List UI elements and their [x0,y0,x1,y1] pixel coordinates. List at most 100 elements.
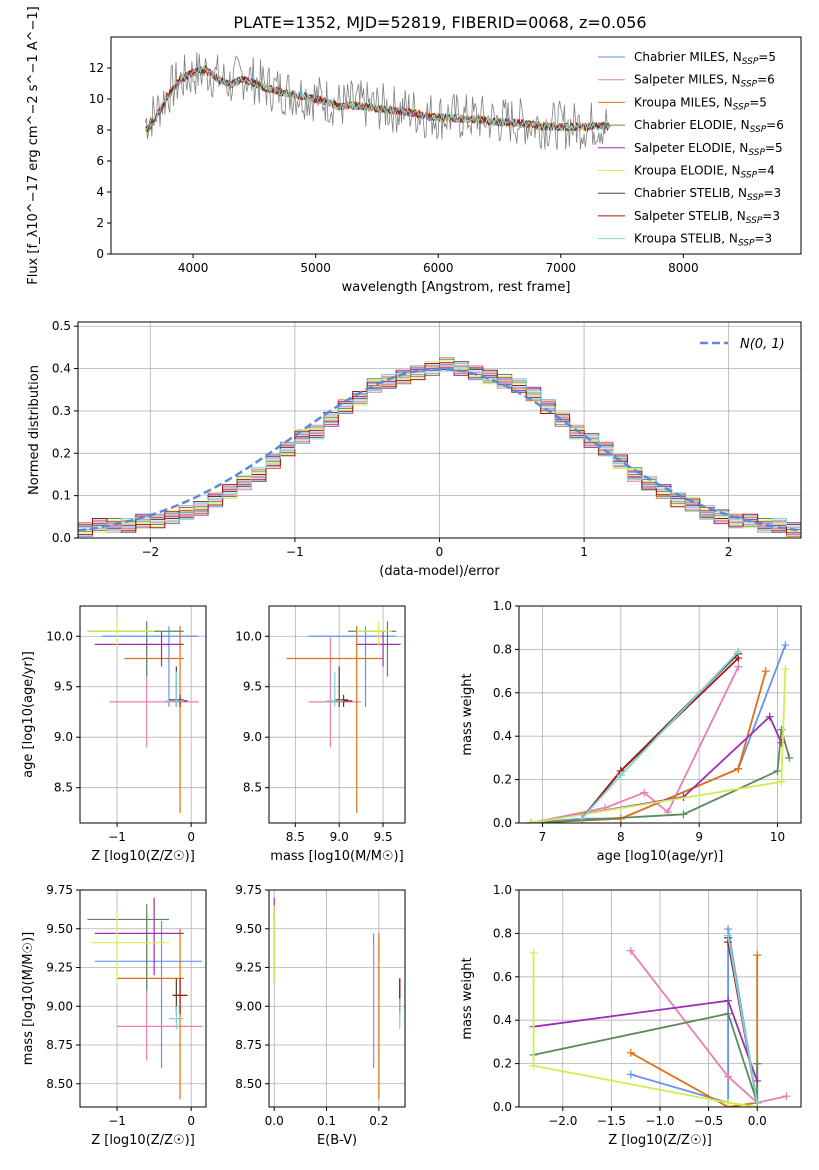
y-tick-label: 4 [96,185,104,199]
axes-frame [79,889,207,1108]
y-tick-label: 10 [89,92,104,106]
x-axis-label: (data-model)/error [379,564,500,579]
y-tick-label: 8.50 [235,1077,262,1091]
plot-area [87,621,199,813]
x-axis-label: wavelength [Angstrom, rest frame] [342,280,571,295]
y-tick-label: 12 [89,61,104,75]
x-tick-label: 0 [187,1114,195,1128]
mass-weight-line [532,952,758,1107]
x-tick-label: −2 [141,545,159,559]
legend-label: Salpeter MILES, NSSP=6 [634,73,775,90]
y-tick-label: 1.0 [493,883,512,897]
x-axis-label: E(B-V) [317,1133,357,1148]
y-tick-label: 9.0 [243,730,262,744]
data-point [626,946,635,955]
y-tick-label: 0.8 [493,926,512,940]
y-tick-label: 9.00 [46,999,73,1013]
x-tick-label: −1 [108,1114,126,1128]
legend-label: N(0, 1) [740,337,785,352]
x-tick-label: 10 [770,830,785,844]
data-point [724,996,733,1005]
y-axis-label: Flux [f_λ10^−17 erg cm^−2 s^−1 A^−1] [26,6,41,284]
y-tick-label: 0.2 [493,773,512,787]
legend-label: Chabrier STELIB, NSSP=3 [634,186,781,203]
gaussian-curve [78,367,801,532]
data-point [753,1076,762,1085]
data-point [781,641,790,650]
data-point [782,1092,791,1101]
plot-area [78,357,801,538]
plot-area [273,897,401,1100]
y-tick-label: 1.0 [493,599,512,613]
data-point [626,1048,635,1057]
data-point [679,810,688,819]
y-tick-label: 0.5 [52,319,71,333]
x-tick-label: −0.5 [694,1114,723,1128]
legend-label: Salpeter STELIB, NSSP=3 [634,209,780,226]
y-tick-label: 0.8 [493,642,512,656]
data-point [773,766,782,775]
chart-panel-massweight-vs-Z: −2.0 −1.5 −1.0 −0.5 0.0 0.0 0.2 0.4 0.6 0.8 1.0 Z [… [460,883,802,1148]
y-tick-label: 0.0 [52,531,71,545]
y-tick-label: 8.5 [243,781,262,795]
x-tick-label: 7000 [546,261,577,275]
axes-frame [518,605,802,824]
axes-frame [268,889,406,1108]
y-tick-label: 8.75 [235,1038,262,1052]
x-tick-label: 2 [725,545,733,559]
x-tick-label: 0.1 [317,1114,336,1128]
axes-frame [110,36,802,255]
y-tick-label: 10.0 [235,629,262,643]
chart-panel-mass-vs-Z: −1 0 8.50 8.75 9.00 9.25 9.50 9.75 Z [log10(Z/Z☉… [21,883,207,1148]
data-point [765,712,774,721]
y-tick-label: 0.6 [493,970,512,984]
y-tick-label: 0.2 [493,1057,512,1071]
y-tick-label: 0.4 [52,362,71,376]
y-tick-label: 9.5 [243,680,262,694]
y-tick-label: 0.0 [493,816,512,830]
x-tick-label: −1 [286,545,304,559]
legend-label: Salpeter ELODIE, NSSP=5 [634,141,783,158]
y-tick-label: 0.0 [493,1100,512,1114]
data-point [529,1061,538,1070]
legend-label: Chabrier MILES, NSSP=5 [634,50,776,67]
x-tick-label: 0.0 [265,1114,284,1128]
x-tick-label: 4000 [178,261,209,275]
histogram-series [78,363,801,538]
data-point [526,819,535,823]
axes-frame [79,605,207,824]
x-tick-label: 5000 [300,261,331,275]
x-tick-label: 8.5 [286,830,305,844]
legend-label: Chabrier ELODIE, NSSP=6 [634,118,784,135]
data-point [577,814,586,823]
data-point [753,1059,762,1068]
x-tick-label: 0.2 [369,1114,388,1128]
spectrum-legend: Chabrier MILES, NSSP=5 Salpeter MILES, NS… [598,50,784,249]
x-tick-label: 9.0 [330,830,349,844]
data-point [640,788,649,797]
y-tick-label: 9.0 [54,730,73,744]
x-tick-label: 8000 [668,261,699,275]
data-point [734,662,743,671]
y-tick-label: 8.50 [46,1077,73,1091]
y-tick-label: 8.5 [54,781,73,795]
chart-panel-histogram: N(0, 1) −2 −1 0 1 2 0.0 0.1 0.2 0.3 0.4 0.5 (data-mo… [27,319,802,579]
data-point [724,1098,733,1107]
plot-area [144,52,611,151]
mass-weight-line [727,935,759,1103]
plot-area [526,641,794,823]
legend-label: Kroupa STELIB, NSSP=3 [634,232,772,249]
y-axis-label: mass weight [460,673,475,755]
figure-title: PLATE=1352, MJD=52819, FIBERID=0068, z=0… [233,13,646,32]
data-point [724,1072,733,1081]
y-tick-label: 0.1 [52,489,71,503]
y-tick-label: 9.50 [46,922,73,936]
y-tick-label: 8 [96,123,104,137]
y-tick-label: 9.5 [54,680,73,694]
data-point [753,1098,762,1107]
y-tick-label: 0.4 [493,729,512,743]
chart-panel-mass-vs-EBV: 0.0 0.1 0.2 8.50 8.75 9.00 9.25 9.50 9.75 E(B-V) [235,883,406,1148]
data-point [781,664,790,673]
y-tick-label: 0.6 [493,686,512,700]
spectrum-model-line [144,65,611,132]
